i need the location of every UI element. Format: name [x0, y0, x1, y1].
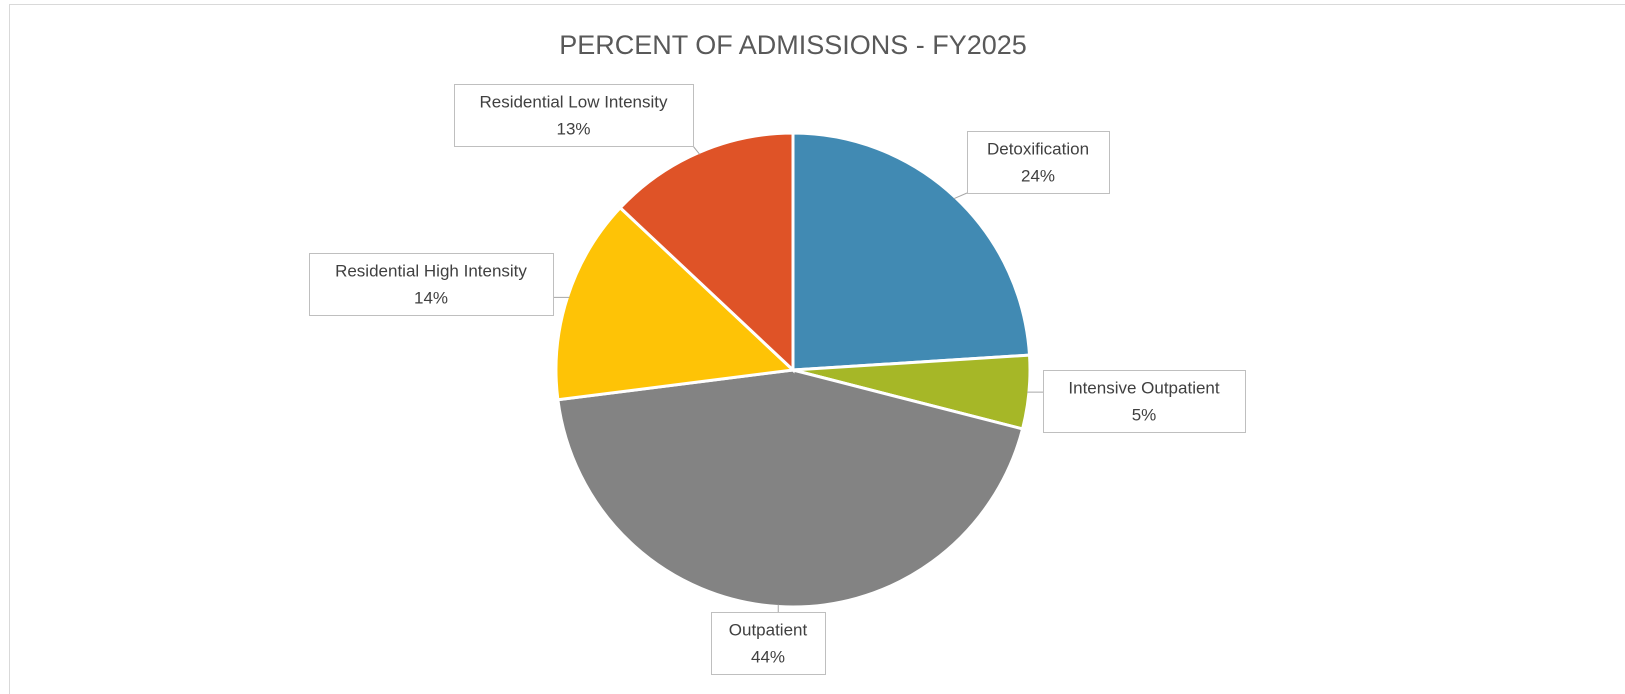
- value-label: 13%: [556, 119, 590, 138]
- category-label: Residential High Intensity: [335, 261, 527, 280]
- leader-line: [692, 145, 701, 155]
- leader-line: [953, 192, 968, 200]
- category-label: Detoxification: [987, 139, 1089, 158]
- category-label: Outpatient: [729, 620, 808, 639]
- pie-slice: [554, 205, 797, 402]
- label-box: [711, 612, 826, 675]
- label-box: [454, 84, 694, 147]
- pie-slice: [618, 131, 795, 374]
- category-label: Intensive Outpatient: [1068, 378, 1219, 397]
- category-label: Residential Low Intensity: [479, 92, 668, 111]
- pie-slice: [791, 131, 1032, 372]
- value-label: 14%: [414, 288, 448, 307]
- label-box: [967, 131, 1110, 194]
- label-box: [1043, 370, 1246, 433]
- value-label: 5%: [1132, 405, 1157, 424]
- value-label: 44%: [751, 647, 785, 666]
- label-box: [309, 253, 554, 316]
- chart-title: PERCENT OF ADMISSIONS - FY2025: [559, 30, 1027, 60]
- value-label: 24%: [1021, 166, 1055, 185]
